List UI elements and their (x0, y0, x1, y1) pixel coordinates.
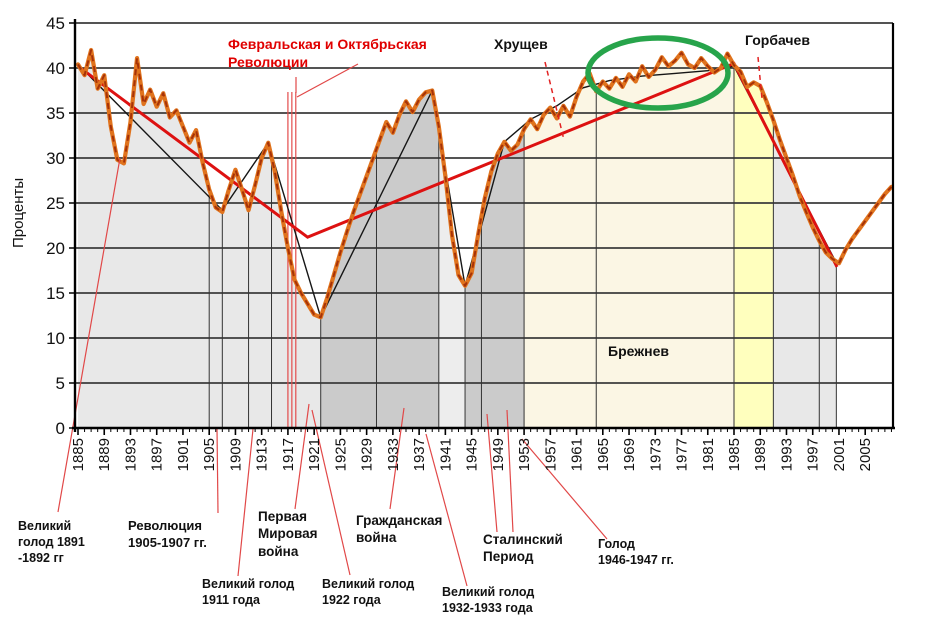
x-tick-label: 1945 (464, 438, 481, 471)
era-region-1 (320, 90, 439, 428)
x-tick-label: 1921 (306, 438, 323, 471)
leader-line-8 (506, 409, 514, 533)
x-tick-label: 1953 (516, 438, 533, 471)
leader-line-1 (216, 427, 219, 514)
x-tick-label: 1889 (96, 438, 113, 471)
x-tick-label: 1893 (122, 438, 139, 471)
red-long-trend (77, 61, 839, 268)
main-curve-dash-overlay (77, 49, 893, 319)
x-tick-label: 1993 (778, 438, 795, 471)
y-tick-label: 40 (46, 59, 65, 78)
y-tick-label: 35 (46, 104, 65, 123)
x-tick-label: 1997 (805, 438, 822, 471)
x-tick-label: 1901 (175, 438, 192, 471)
era-region-5 (734, 65, 774, 429)
highlight-ellipse (585, 35, 731, 111)
x-tick-label: 1929 (359, 438, 376, 471)
era-region-6 (773, 120, 837, 428)
x-tick-label: 1937 (411, 438, 428, 471)
y-tick-label: 20 (46, 239, 65, 258)
leader-line-2 (237, 428, 254, 577)
x-tick-label: 1985 (726, 438, 743, 471)
x-tick-label: 1941 (437, 438, 454, 471)
era-region-2 (438, 126, 466, 428)
dashed-leader-0 (544, 61, 565, 141)
x-tick-label: 1973 (647, 438, 664, 471)
leader-line-7 (486, 413, 498, 533)
leader-line-9 (521, 438, 608, 540)
y-tick-label: 45 (46, 14, 65, 33)
x-tick-label: 2005 (857, 438, 874, 471)
x-tick-label: 1917 (280, 438, 297, 471)
x-tick-label: 1981 (700, 438, 717, 471)
y-tick-label: 0 (56, 419, 65, 438)
leader-line-6 (425, 433, 468, 587)
x-tick-label: 1905 (201, 438, 218, 471)
leader-line-3 (294, 403, 310, 510)
x-tick-label: 1949 (490, 438, 507, 471)
x-tick-label: 1989 (752, 438, 769, 471)
x-tick-label: 1933 (385, 438, 402, 471)
x-tick-label: 1909 (227, 438, 244, 471)
x-tick-label: 1969 (621, 438, 638, 471)
leader-line-4 (311, 409, 351, 576)
x-tick-label: 1957 (542, 438, 559, 471)
y-tick-label: 5 (56, 374, 65, 393)
era-region-0 (78, 50, 321, 428)
x-tick-label: 1961 (569, 438, 586, 471)
x-tick-label: 1897 (149, 438, 166, 471)
x-tick-label: 1977 (674, 438, 691, 471)
x-tick-label: 1965 (595, 438, 612, 471)
leader-line-10 (296, 63, 359, 98)
era-region-4 (524, 52, 734, 428)
y-tick-label: 15 (46, 284, 65, 303)
x-tick-label: 1925 (332, 438, 349, 471)
x-tick-label: 1885 (70, 438, 87, 471)
y-tick-label: 10 (46, 329, 65, 348)
y-tick-label: 30 (46, 149, 65, 168)
x-tick-label: 1913 (254, 438, 271, 471)
x-tick-label: 2001 (831, 438, 848, 471)
leader-line-0 (57, 157, 121, 513)
leader-line-5 (389, 407, 405, 510)
y-tick-label: 25 (46, 194, 65, 213)
dashed-leader-1 (757, 56, 763, 100)
